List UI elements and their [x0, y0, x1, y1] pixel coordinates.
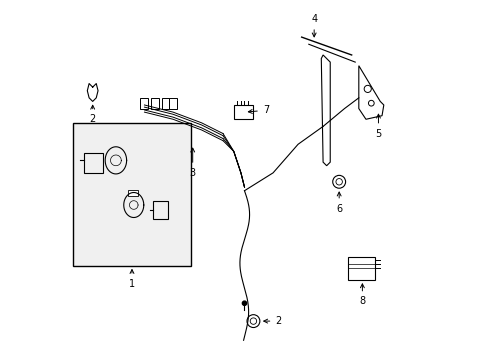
Text: 7: 7 — [248, 105, 268, 115]
Bar — [128, 190, 138, 196]
Bar — [162, 98, 169, 109]
Bar — [347, 257, 374, 280]
Text: 8: 8 — [359, 284, 365, 306]
Text: 3: 3 — [189, 148, 195, 178]
Bar — [168, 98, 176, 109]
Bar — [151, 98, 159, 109]
Text: 1: 1 — [129, 270, 135, 289]
Bar — [153, 202, 167, 219]
Bar — [233, 105, 253, 119]
Bar — [73, 123, 190, 266]
Text: 2: 2 — [89, 105, 96, 124]
Text: 6: 6 — [335, 192, 342, 213]
Circle shape — [242, 301, 246, 305]
Bar — [140, 98, 148, 109]
Text: 4: 4 — [310, 14, 317, 37]
Text: 5: 5 — [375, 114, 381, 139]
Bar — [83, 153, 103, 173]
Text: 2: 2 — [263, 316, 281, 326]
